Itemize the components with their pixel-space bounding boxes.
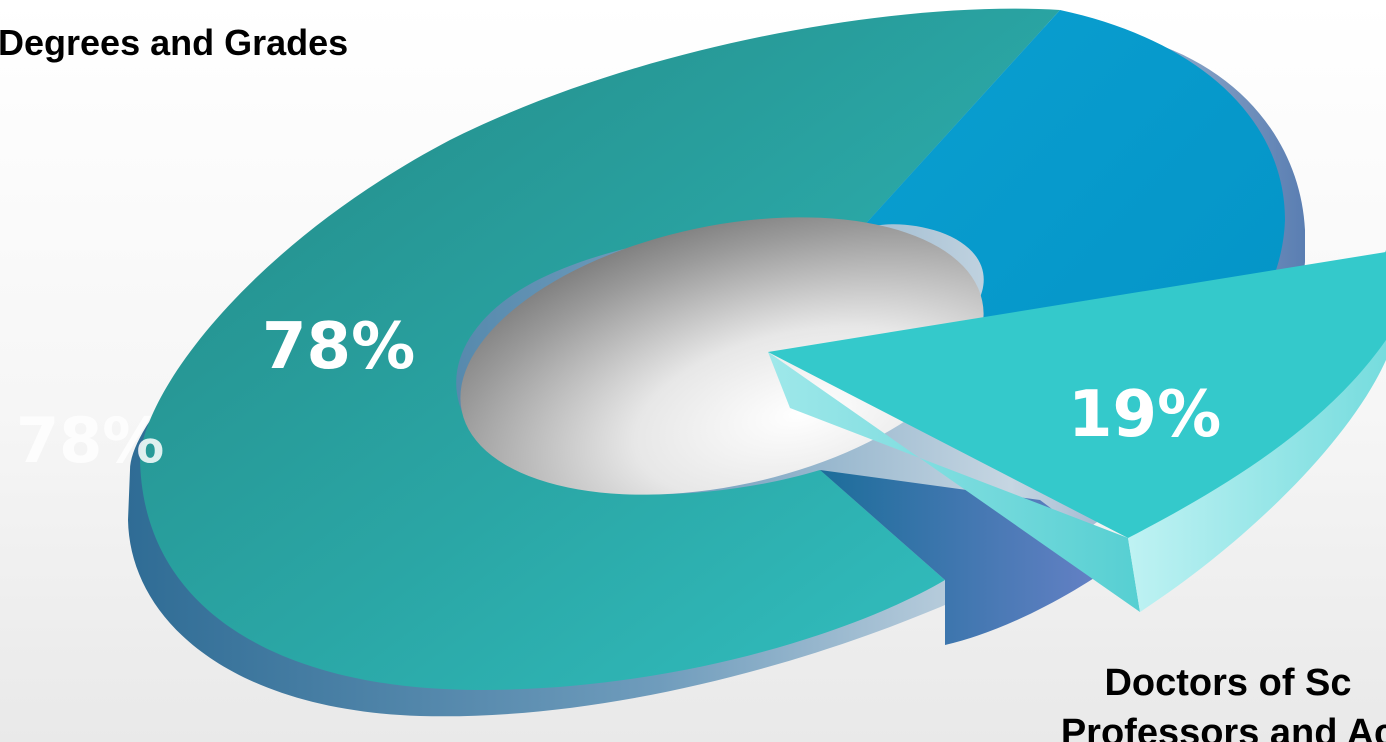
ghost-percent-label: 78% <box>16 404 165 477</box>
slice-annotation: Doctors of Sc Professors and Ac <box>918 658 1386 742</box>
slice-label-78: 78% <box>262 310 415 384</box>
slice-label-19: 19% <box>1068 378 1221 452</box>
slice-19-top <box>768 252 1386 538</box>
slice-19-side-left <box>768 352 1140 612</box>
annotation-line-2: Professors and Ac <box>1060 712 1386 742</box>
slice-78-top <box>140 8 1060 691</box>
chart-title: Degrees and Grades <box>0 22 349 63</box>
annotation-line-1: Doctors of Sc <box>1104 662 1352 704</box>
